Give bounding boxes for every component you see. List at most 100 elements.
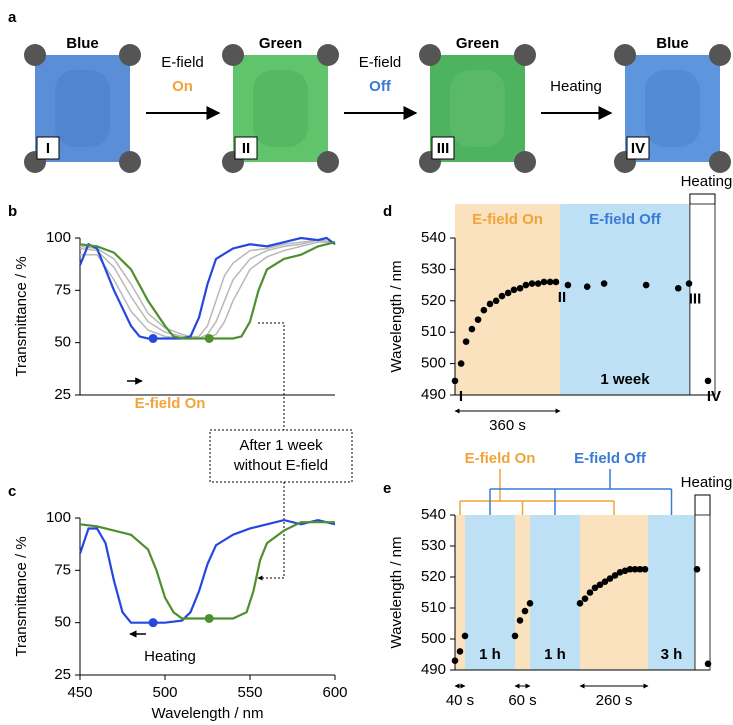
photo-corner bbox=[119, 44, 141, 66]
heating-label: Heating bbox=[681, 173, 733, 190]
panel-label: c bbox=[8, 483, 16, 500]
point bbox=[693, 565, 701, 573]
tag: III bbox=[437, 140, 450, 157]
photo-corner bbox=[709, 44, 731, 66]
y-tick-label: 25 bbox=[54, 666, 71, 683]
point bbox=[636, 565, 644, 573]
spectrum-line bbox=[78, 236, 336, 340]
point bbox=[586, 589, 594, 596]
y-tick-label: 25 bbox=[54, 386, 71, 403]
point bbox=[516, 284, 524, 292]
note-line: After 1 week bbox=[239, 437, 323, 454]
region bbox=[515, 515, 530, 670]
heating-region bbox=[694, 514, 711, 671]
y-tick-label: 530 bbox=[421, 537, 446, 554]
photo-shade bbox=[645, 70, 700, 147]
point bbox=[601, 578, 609, 585]
photo-shade bbox=[450, 70, 505, 147]
point bbox=[704, 660, 712, 668]
point bbox=[616, 569, 624, 576]
point bbox=[600, 280, 608, 287]
y-tick-label: 100 bbox=[46, 229, 71, 246]
spectrum-line bbox=[78, 518, 336, 624]
point bbox=[516, 617, 524, 624]
photo-shade bbox=[55, 70, 110, 147]
y-axis-label: Wavelength / nm bbox=[388, 537, 405, 649]
point bbox=[621, 567, 629, 575]
region bbox=[465, 515, 515, 670]
y-tick-label: 540 bbox=[421, 229, 446, 246]
point bbox=[461, 632, 469, 640]
tag-box bbox=[626, 136, 650, 160]
marker bbox=[148, 618, 158, 628]
point bbox=[510, 286, 518, 294]
step-label: Heating bbox=[550, 78, 602, 95]
region-note: 1 h bbox=[479, 646, 501, 663]
note-box bbox=[209, 429, 353, 483]
tag: II bbox=[242, 140, 250, 157]
photo bbox=[24, 44, 141, 173]
y-tick-label: 520 bbox=[421, 568, 446, 585]
point bbox=[474, 316, 482, 323]
region bbox=[530, 515, 580, 670]
point bbox=[457, 360, 465, 367]
y-axis-label: Wavelength / nm bbox=[388, 261, 405, 373]
step-label: E-field bbox=[161, 54, 204, 71]
point-label: II bbox=[558, 289, 566, 306]
point bbox=[631, 565, 639, 573]
point bbox=[704, 377, 712, 385]
region bbox=[455, 515, 465, 670]
point bbox=[486, 300, 494, 308]
note: After 1 week without E-field bbox=[209, 322, 353, 581]
region bbox=[455, 204, 561, 395]
photo bbox=[419, 44, 536, 173]
connector bbox=[258, 322, 285, 430]
panel-label: d bbox=[383, 203, 392, 220]
region-note: 3 h bbox=[661, 646, 683, 663]
point bbox=[480, 306, 488, 314]
point bbox=[685, 280, 693, 287]
point bbox=[451, 377, 459, 385]
y-tick-label: 490 bbox=[421, 661, 446, 678]
spectrum-line bbox=[79, 241, 336, 340]
point bbox=[583, 283, 591, 290]
point bbox=[540, 278, 548, 286]
point bbox=[581, 595, 589, 602]
point bbox=[552, 278, 560, 286]
heating-bracket bbox=[689, 193, 716, 204]
panel-label: a bbox=[8, 9, 17, 26]
point bbox=[456, 648, 464, 655]
region-label: E-field On bbox=[472, 211, 543, 228]
y-tick-label: 540 bbox=[421, 506, 446, 523]
photo-corner bbox=[419, 44, 441, 66]
panel-label: b bbox=[8, 203, 17, 220]
sample-title: Green bbox=[456, 35, 499, 52]
y-tick-label: 100 bbox=[46, 509, 71, 526]
point bbox=[642, 281, 650, 289]
photo bbox=[222, 44, 339, 173]
photo-corner bbox=[709, 151, 731, 173]
point bbox=[522, 281, 530, 289]
photo-corner bbox=[317, 151, 339, 173]
span-label: 60 s bbox=[508, 692, 536, 709]
annotation: Heating bbox=[144, 648, 196, 665]
point bbox=[674, 284, 682, 292]
photo-corner bbox=[24, 44, 46, 66]
connector bbox=[257, 482, 285, 581]
step-label: E-field bbox=[359, 54, 402, 71]
point bbox=[576, 600, 584, 607]
photo-corner bbox=[222, 44, 244, 66]
photo-corner bbox=[514, 151, 536, 173]
y-axis-label: Transmittance / % bbox=[13, 256, 30, 376]
marker bbox=[148, 333, 158, 343]
point bbox=[504, 289, 512, 297]
region-label: E-field On bbox=[465, 450, 536, 467]
point bbox=[611, 572, 619, 579]
point bbox=[606, 575, 614, 582]
point-label: III bbox=[689, 290, 702, 307]
region bbox=[560, 204, 690, 395]
y-tick-label: 510 bbox=[421, 323, 446, 340]
y-tick-label: 500 bbox=[421, 630, 446, 647]
y-tick-label: 490 bbox=[421, 386, 446, 403]
